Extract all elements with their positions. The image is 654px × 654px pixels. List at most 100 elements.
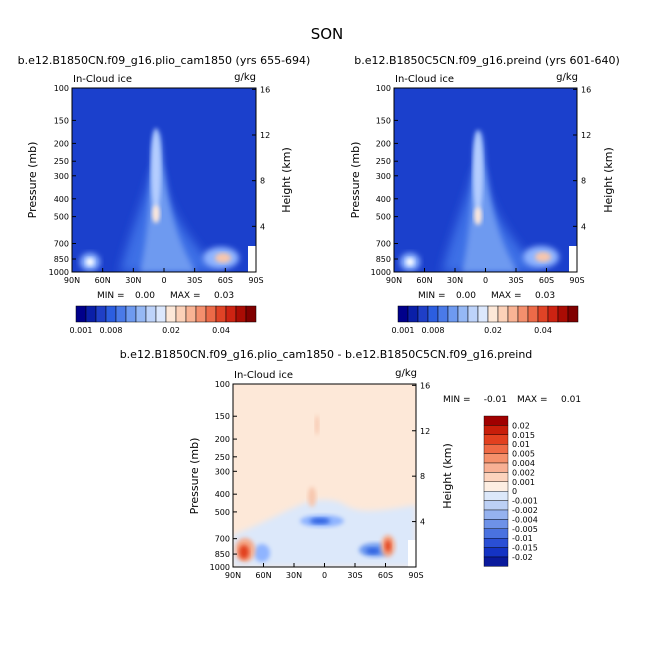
colorbar-box: [85, 305, 97, 323]
colorbar-box: [567, 305, 579, 323]
y-tick-label: 250: [215, 453, 230, 462]
y-tick-label: 100: [376, 84, 391, 93]
y-tick-label: 1000: [371, 268, 391, 277]
panel-3-red-mid: [308, 487, 316, 507]
panel-2-min-label: MIN =: [418, 291, 446, 301]
panel-3-min-value: -0.01: [484, 395, 507, 405]
panel-2-north-core: [406, 258, 414, 266]
panel-3-red-top: [315, 415, 319, 435]
y-tick-label: 150: [376, 116, 391, 125]
colorbar-label: -0.015: [512, 544, 538, 553]
colorbar-box: [437, 305, 449, 323]
colorbar-box: [507, 305, 519, 323]
colorbar-label: 0.005: [512, 450, 535, 459]
x-tick-label: 90N: [225, 571, 241, 580]
y-tick-label: 150: [54, 116, 69, 125]
colorbar-box: [557, 305, 569, 323]
panel-3-blue-south-core: [366, 548, 380, 554]
season-title: SON: [311, 25, 344, 43]
height-tick-label: 8: [420, 472, 425, 481]
panel-1-variable: In-Cloud ice: [73, 74, 132, 85]
y-tick-label: 700: [54, 239, 69, 248]
height-tick-label: 16: [420, 381, 430, 390]
colorbar-box: [195, 305, 207, 323]
y-tick-label: 500: [376, 213, 391, 222]
colorbar-label: 0.01: [512, 440, 530, 449]
colorbar-box: [517, 305, 529, 323]
panel-3-missing-region: [408, 540, 416, 567]
y-tick-label: 200: [215, 435, 230, 444]
panel-1-north-core: [86, 258, 94, 266]
y-tick-label: 850: [54, 255, 69, 264]
colorbar-box: [125, 305, 137, 323]
colorbar-label: 0.002: [512, 468, 535, 477]
panel-2-core: [474, 207, 482, 225]
colorbar-box: [483, 500, 509, 511]
x-tick-label: 0: [161, 276, 166, 285]
y-tick-label: 250: [376, 157, 391, 166]
colorbar-box: [427, 305, 439, 323]
colorbar-label: 0.02: [484, 326, 502, 335]
panel-2-title: b.e12.B1850C5CN.f09_g16.preind (yrs 601-…: [354, 54, 620, 67]
colorbar-label: -0.004: [512, 515, 538, 524]
panel-1: b.e12.B1850CN.f09_g16.plio_cam1850 (yrs …: [18, 54, 311, 335]
panel-2-missing-region: [569, 246, 577, 272]
y-tick-label: 400: [376, 195, 391, 204]
panel-2-axes: 90N 60N 30N 0 30S 60S 90S 100 150 200 250 300 400 500…: [371, 84, 592, 285]
colorbar-label: -0.002: [512, 506, 538, 515]
x-tick-label: 90N: [64, 276, 80, 285]
y-tick-label: 200: [376, 139, 391, 148]
colorbar-label: 0.001: [392, 326, 415, 335]
colorbar-box: [185, 305, 197, 323]
height-tick-label: 16: [260, 85, 270, 94]
colorbar-box: [483, 528, 509, 539]
panel-1-title: b.e12.B1850CN.f09_g16.plio_cam1850 (yrs …: [18, 54, 311, 67]
colorbar-box: [205, 305, 217, 323]
panel-2-variable: In-Cloud ice: [395, 74, 454, 85]
x-tick-label: 30N: [447, 276, 463, 285]
colorbar-box: [155, 305, 167, 323]
colorbar-box: [483, 462, 509, 473]
panel-3: b.e12.B1850CN.f09_g16.plio_cam1850 - b.e…: [120, 348, 581, 580]
height-tick-label: 8: [581, 177, 586, 186]
colorbar-box: [483, 481, 509, 492]
colorbar-box: [483, 519, 509, 530]
x-tick-label: 60S: [218, 276, 233, 285]
panel-3-title: b.e12.B1850CN.f09_g16.plio_cam1850 - b.e…: [120, 348, 533, 361]
colorbar-box: [483, 538, 509, 548]
panel-2-min-value: 0.00: [456, 291, 476, 301]
y-tick-label: 850: [376, 255, 391, 264]
x-tick-label: 30N: [286, 571, 302, 580]
height-tick-label: 12: [420, 427, 430, 436]
colorbar-box: [467, 305, 479, 323]
panel-1-axes: 90N 60N 30N 0 30S 60S 90S 100 150 200 250 300 400 500…: [49, 84, 271, 285]
colorbar-box: [537, 305, 549, 323]
y-tick-label: 850: [215, 550, 230, 559]
panel-1-ylabel-right: Height (km): [280, 147, 293, 213]
colorbar-label: 0.04: [534, 326, 552, 335]
y-tick-label: 100: [215, 380, 230, 389]
panel-3-max-value: 0.01: [561, 395, 581, 405]
panel-2-ylabel: Pressure (mb): [349, 142, 362, 219]
colorbar-box: [483, 491, 509, 501]
y-tick-label: 200: [54, 139, 69, 148]
colorbar-box: [397, 305, 409, 323]
x-tick-label: 0: [322, 571, 327, 580]
colorbar-label: 0.001: [70, 326, 93, 335]
y-tick-label: 500: [54, 213, 69, 222]
panel-3-min-label: MIN =: [443, 395, 471, 405]
colorbar-box: [483, 453, 509, 464]
panel-1-max-value: 0.03: [214, 291, 234, 301]
colorbar-box: [483, 509, 509, 520]
colorbar-box: [483, 472, 509, 482]
y-tick-label: 700: [376, 239, 391, 248]
x-tick-label: 90S: [248, 276, 263, 285]
colorbar-box: [447, 305, 459, 323]
panel-2-units: g/kg: [556, 72, 578, 83]
colorbar-label: 0.02: [162, 326, 180, 335]
y-tick-label: 400: [54, 195, 69, 204]
colorbar-box: [175, 305, 187, 323]
colorbar-box: [497, 305, 509, 323]
panel-1-missing-region: [248, 246, 256, 272]
